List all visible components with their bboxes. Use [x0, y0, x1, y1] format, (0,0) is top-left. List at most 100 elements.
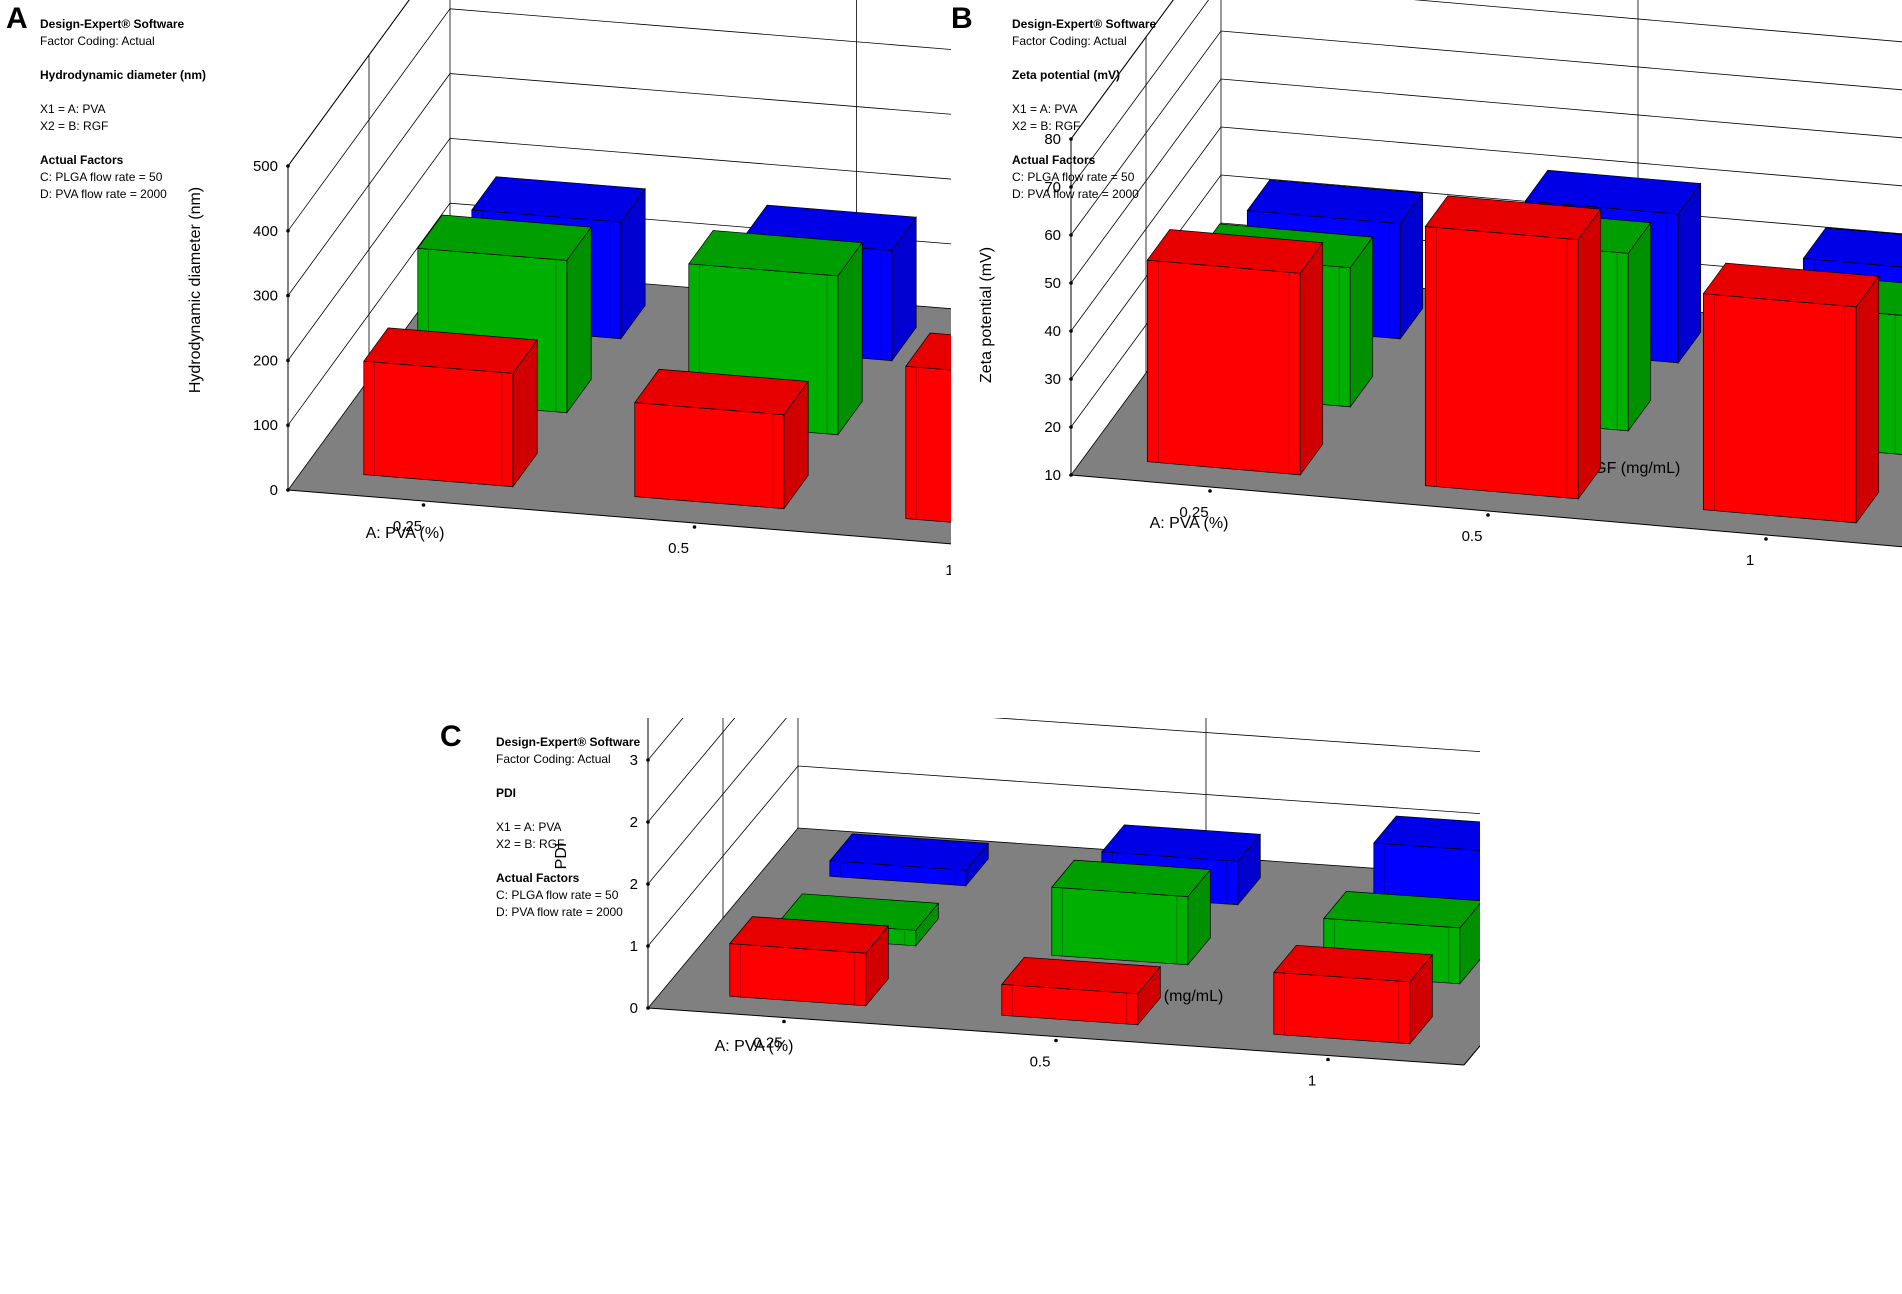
- x-tick-label: 0.25: [393, 518, 422, 535]
- z-tick-label: 20: [1044, 419, 1061, 436]
- bar-top-face: [1246, 179, 1424, 225]
- z-tick: [646, 944, 650, 948]
- z-tick-label: 2: [630, 814, 638, 831]
- z-tick: [1069, 281, 1073, 285]
- actual-factors-title: Actual Factors: [496, 871, 580, 885]
- z-tick: [1069, 137, 1073, 141]
- bar-top-face: [1101, 824, 1262, 862]
- bar-top-face: [634, 368, 809, 416]
- bar-top-face: [1802, 227, 1902, 268]
- gridline: [287, 0, 410, 167]
- bar-front-face: [1702, 293, 1857, 524]
- panel-b: B Design-Expert® Software Factor Coding:…: [951, 0, 1902, 680]
- factor-coding: Factor Coding: Actual: [1012, 34, 1127, 48]
- x-tick: [1486, 513, 1490, 517]
- response-name: Hydrodynamic diameter (nm): [40, 68, 207, 82]
- panel-info: Design-Expert® Software Factor Coding: A…: [40, 16, 206, 203]
- panel-c: C Design-Expert® Software Factor Coding:…: [420, 718, 1480, 1294]
- x-axis-title: A: PVA (%): [715, 1038, 794, 1055]
- bar-side-face: [1627, 221, 1652, 432]
- z-tick-label: 60: [1044, 227, 1061, 244]
- bar-top-face: [1424, 195, 1602, 241]
- x-axis-line: [647, 1007, 1465, 1066]
- bar-front-face: [729, 943, 867, 1007]
- bar: [1146, 229, 1324, 476]
- bar-top-face: [1001, 956, 1162, 995]
- z-tick-label: 400: [253, 223, 278, 240]
- x-tick: [1208, 489, 1212, 493]
- z-tick-label: 70: [1044, 179, 1061, 196]
- bar-front-face: [905, 365, 951, 523]
- bar: [363, 327, 538, 488]
- bar-side-face: [1577, 208, 1602, 500]
- bar-front-face: [634, 402, 785, 510]
- gridline: [647, 718, 1480, 885]
- software-name: Design-Expert® Software: [40, 17, 185, 31]
- z-tick: [286, 164, 290, 168]
- x-tick-label: 1: [945, 562, 951, 579]
- z-tick-label: 50: [1044, 275, 1061, 292]
- panel-label: C: [440, 720, 462, 753]
- wall-top-edge: [287, 0, 410, 167]
- x-tick-label: 0.5: [1030, 1054, 1051, 1071]
- x-tick: [1326, 1057, 1330, 1062]
- x-tick: [692, 525, 697, 529]
- factor-c: C: PLGA flow rate = 50: [40, 170, 163, 184]
- actual-factors-title: Actual Factors: [40, 153, 124, 167]
- x-axis-title: A: PVA (%): [1150, 515, 1229, 532]
- factor-c: C: PLGA flow rate = 50: [496, 888, 619, 902]
- bar: [905, 332, 951, 523]
- z-tick: [1069, 473, 1073, 477]
- x-tick: [421, 503, 426, 507]
- factor-coding: Factor Coding: Actual: [496, 752, 611, 766]
- panel-info: Design-Expert® Software Factor Coding: A…: [496, 734, 640, 921]
- z-tick-label: 2: [630, 876, 638, 893]
- bar: [1273, 944, 1434, 1045]
- x2-definition: X2 = B: RGF: [1012, 119, 1081, 133]
- gridline: [1070, 0, 1902, 188]
- x1-definition: X1 = A: PVA: [496, 820, 562, 834]
- bar-top-face: [363, 327, 538, 374]
- z-tick-label: 80: [1044, 131, 1061, 148]
- bar-chart-3d: 0122340.250.510.50.751PDIB: RGF (mg/mL)A…: [553, 718, 1480, 1090]
- factor-coding: Factor Coding: Actual: [40, 34, 155, 48]
- gridline: [647, 718, 684, 761]
- bar-front-face: [1146, 259, 1301, 476]
- response-name: Zeta potential (mV): [1012, 68, 1121, 82]
- bar: [1001, 956, 1162, 1026]
- panel-label: B: [951, 2, 973, 35]
- bar-top-face: [471, 176, 646, 223]
- factor-c: C: PLGA flow rate = 50: [1012, 170, 1135, 184]
- bar: [1702, 262, 1880, 524]
- z-tick: [646, 758, 650, 762]
- x-tick-label: 0.25: [753, 1035, 782, 1052]
- bar-front-face: [1051, 886, 1189, 966]
- z-tick-label: 0: [630, 1000, 638, 1017]
- z-tick: [1069, 185, 1073, 189]
- z-tick: [286, 488, 290, 492]
- gridline: [1070, 0, 1174, 140]
- z-tick: [1069, 329, 1073, 333]
- x-tick: [1054, 1038, 1058, 1043]
- panel-info: Design-Expert® Software Factor Coding: A…: [1012, 16, 1156, 203]
- z-tick: [286, 293, 290, 298]
- bar-top-face: [1373, 815, 1480, 851]
- panel-label: A: [6, 2, 28, 35]
- panel-a: A Design-Expert® Software Factor Coding:…: [0, 0, 951, 680]
- x-tick-label: 1: [1746, 552, 1754, 569]
- bar-top-face: [729, 916, 890, 954]
- software-name: Design-Expert® Software: [1012, 17, 1157, 31]
- z-axis-title: PDI: [553, 843, 570, 870]
- z-tick-label: 500: [253, 158, 278, 175]
- z-tick: [1069, 233, 1073, 237]
- z-tick: [286, 423, 290, 428]
- z-axis-title: Zeta potential (mV): [978, 247, 995, 383]
- bar-top-face: [1146, 229, 1324, 274]
- bar-top-face: [1702, 262, 1880, 308]
- x-tick-label: 0.5: [668, 540, 689, 557]
- bar-side-face: [1299, 241, 1324, 476]
- z-tick-label: 1: [630, 938, 638, 955]
- x2-definition: X2 = B: RGF: [40, 119, 109, 133]
- z-tick-label: 200: [253, 352, 278, 369]
- z-tick-label: 100: [253, 417, 278, 434]
